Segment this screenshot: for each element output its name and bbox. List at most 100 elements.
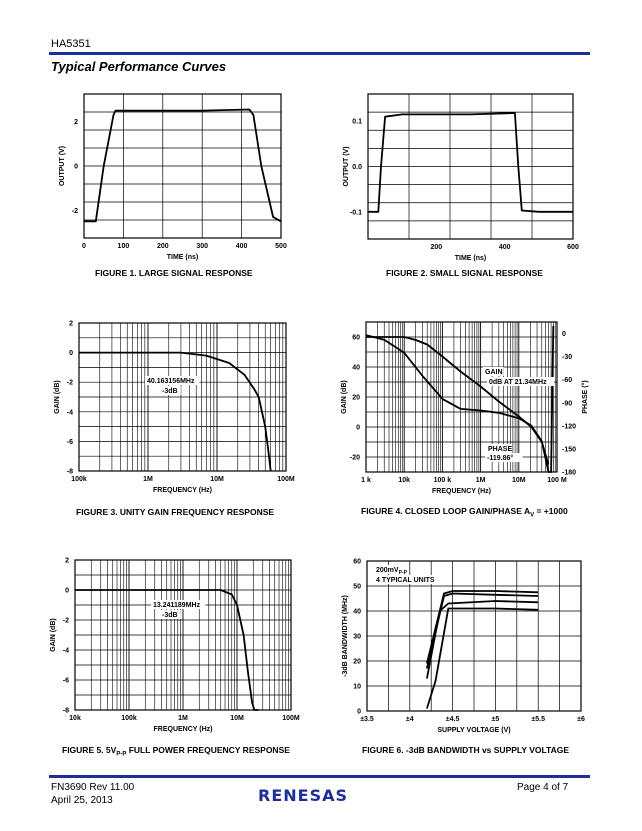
fig3-ytick: 0 — [69, 350, 73, 357]
renesas-logo: RENESAS — [258, 786, 348, 805]
fig5-ytick: -6 — [63, 678, 69, 685]
fig2-xtick: 400 — [499, 244, 511, 251]
fig1-ytick: 0 — [74, 164, 78, 171]
fig1-series-1 — [84, 108, 282, 223]
fig2-series-1 — [368, 112, 573, 213]
fig6-annotation: 4 TYPICAL UNITS — [376, 577, 435, 584]
fig3-frame — [78, 322, 287, 472]
fig1-xlabel: TIME (ns) — [167, 254, 199, 261]
fig4-annotation: -119.86° — [487, 454, 513, 462]
fig3-series-1 — [79, 351, 272, 472]
fig1-xtick: 400 — [236, 243, 248, 250]
fig3-ytick: -4 — [67, 409, 73, 416]
fig3-xtick: 1M — [143, 476, 153, 483]
fig3-ytick: -6 — [67, 439, 73, 446]
section-title: Typical Performance Curves — [51, 59, 227, 74]
fig4-ytick-right: -90 — [562, 400, 572, 407]
fig5-ylabel: GAIN (dB) — [50, 618, 57, 651]
fig1-xtick: 100 — [118, 243, 130, 250]
doc-number: FN3690 Rev 11.00 — [51, 782, 135, 793]
fig5-xtick: 1M — [178, 715, 188, 722]
fig4-xtick: 100 M — [547, 477, 567, 484]
part-number: HA5351 — [51, 38, 91, 50]
fig6-xtick: ±5.5 — [531, 716, 545, 723]
fig5-ytick: -8 — [63, 708, 69, 715]
fig4-ytick: 0 — [356, 425, 360, 432]
fig4-ytick: 20 — [352, 395, 360, 402]
fig6-ylabel: -3dB BANDWIDTH (MHz) — [342, 595, 349, 677]
fig3-xtick: 10M — [210, 476, 224, 483]
fig2-xlabel: TIME (ns) — [455, 255, 487, 262]
fig3-annotation-bg — [160, 386, 181, 395]
fig6-ytick: 60 — [353, 559, 361, 566]
fig6-xtick: ±3.5 — [360, 716, 374, 723]
header-rule — [49, 52, 590, 55]
fig6-annotation-sub: P-P — [399, 570, 408, 576]
fig5-xlabel: FREQUENCY (Hz) — [154, 726, 213, 733]
fig4-xtick: 1 k — [361, 477, 371, 484]
page-number: Page 4 of 7 — [517, 782, 569, 793]
figure-4-caption: FIGURE 4. CLOSED LOOP GAIN/PHASE AV = +1… — [361, 506, 568, 519]
fig5-annotation-bg — [151, 600, 206, 609]
fig5-series-1 — [75, 589, 259, 711]
doc-date: April 25, 2013 — [51, 795, 113, 806]
fig4-series-1 — [366, 336, 550, 465]
fig6-ytick: 40 — [353, 609, 361, 616]
fig4-xtick: 100 k — [434, 477, 452, 484]
fig2-xtick: 200 — [430, 244, 442, 251]
fig1-xtick: 0 — [82, 243, 86, 250]
fig3-annotation: -3dB — [162, 388, 178, 395]
fig4-xtick: 10M — [512, 477, 526, 484]
fig4-ytick-right: -150 — [562, 446, 576, 453]
fig5-frame — [74, 559, 292, 711]
fig5-ytick: 0 — [65, 588, 69, 595]
fig4-ytick: 40 — [352, 365, 360, 372]
fig4-annotation-bg — [483, 367, 504, 376]
fig1-frame — [83, 93, 282, 239]
figure-5-caption-main: FIGURE 5. 5V — [62, 745, 117, 755]
fig3-ytick: -8 — [67, 469, 73, 476]
fig3-xlabel: FREQUENCY (Hz) — [153, 487, 212, 494]
fig6-annotation: 200mVP-P — [376, 567, 408, 576]
fig4-annotation-bg — [487, 377, 554, 386]
fig5-annotation: 13.241189MHz — [153, 602, 201, 609]
fig4-ytick: -20 — [350, 455, 360, 462]
fig4-xtick: 1M — [476, 477, 486, 484]
footer-rule — [49, 775, 590, 778]
fig6-xtick: ±6 — [577, 716, 585, 723]
fig3-annotation: 40.163156MHz — [147, 378, 195, 385]
fig6-xtick: ±5 — [492, 716, 500, 723]
fig6-series-3 — [426, 600, 539, 679]
fig2-xtick: 600 — [567, 244, 579, 251]
fig3-annotation-bg — [145, 376, 200, 385]
figure-5-caption-tail: FULL POWER FREQUENCY RESPONSE — [126, 745, 290, 755]
fig4-ytick-right: -60 — [562, 377, 572, 384]
fig6-series-4 — [426, 607, 539, 709]
figure-5-caption-sub: P-P — [116, 751, 127, 758]
fig1-xtick: 500 — [275, 243, 287, 250]
fig5-annotation: -3dB — [162, 612, 178, 619]
fig4-ylabel: GAIN (dB) — [341, 380, 348, 413]
fig3-ytick: 2 — [69, 321, 73, 328]
fig5-ytick: 2 — [65, 558, 69, 565]
fig6-ytick: 50 — [353, 584, 361, 591]
fig6-xtick: ±4.5 — [446, 716, 460, 723]
fig6-ytick: 10 — [353, 684, 361, 691]
fig4-annotation: 0dB AT 21.34MHz — [489, 379, 547, 386]
fig4-ytick: 60 — [352, 335, 360, 342]
fig4-annotation-bg — [485, 453, 523, 462]
fig6-ytick: 20 — [353, 659, 361, 666]
fig4-annotation: PHASE — [488, 446, 512, 453]
fig4-ytick-right: 0 — [562, 331, 566, 338]
figure-3-caption: FIGURE 3. UNITY GAIN FREQUENCY RESPONSE — [76, 507, 275, 517]
fig4-series-2 — [365, 325, 555, 473]
fig5-xtick: 10k — [69, 715, 81, 722]
fig5-xtick: 100k — [121, 715, 137, 722]
fig1-xtick: 200 — [157, 243, 169, 250]
fig4-xlabel: FREQUENCY (Hz) — [432, 488, 491, 495]
fig4-ytick-right: -120 — [562, 423, 576, 430]
fig4-annotation-bg — [486, 444, 511, 453]
fig2-frame — [367, 93, 574, 240]
figure-4-caption-main: FIGURE 4. CLOSED LOOP GAIN/PHASE A — [361, 506, 531, 516]
